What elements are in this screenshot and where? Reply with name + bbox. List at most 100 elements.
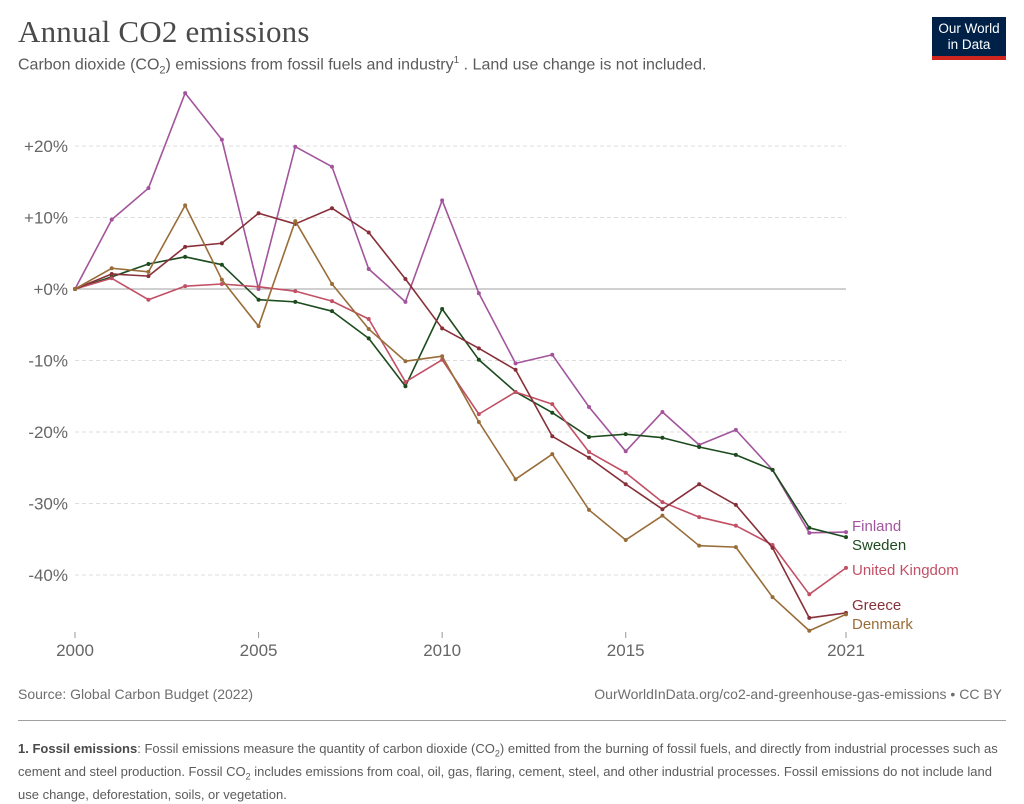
data-point[interactable] [550,402,555,407]
data-point[interactable] [366,266,371,271]
data-point[interactable] [587,507,591,512]
data-point[interactable] [550,434,555,439]
data-point[interactable] [770,545,775,550]
legend-label-sweden[interactable]: Sweden [852,537,906,554]
data-point[interactable] [146,297,151,302]
series-line[interactable] [74,277,847,596]
data-point[interactable] [330,281,334,286]
data-point[interactable] [733,545,738,550]
data-point[interactable] [807,628,812,633]
legend-label-denmark[interactable]: Denmark [852,616,913,633]
data-point[interactable] [807,530,812,535]
data-point[interactable] [440,354,445,359]
data-point[interactable] [844,612,848,617]
legend-label-greece[interactable]: Greece [852,597,901,614]
data-point[interactable] [733,502,738,507]
data-point[interactable] [109,217,114,222]
series-line[interactable] [74,207,847,619]
data-point[interactable] [587,450,591,455]
data-point[interactable] [697,482,702,487]
data-point[interactable] [770,595,775,600]
data-point[interactable] [293,289,298,294]
data-point[interactable] [587,435,591,440]
data-point[interactable] [403,379,408,384]
data-point[interactable] [403,359,408,364]
data-point[interactable] [807,615,812,620]
data-point[interactable] [807,592,812,597]
data-point[interactable] [513,367,518,372]
series-united-kingdom[interactable] [73,276,848,597]
data-point[interactable] [366,336,371,341]
data-point[interactable] [403,384,408,389]
footnote-ref[interactable]: 1 [453,55,460,66]
data-point[interactable] [476,412,481,417]
data-point[interactable] [219,262,224,267]
data-point[interactable] [219,281,224,286]
series-line[interactable] [74,256,847,538]
source-url-link[interactable]: OurWorldInData.org/co2-and-greenhouse-ga… [594,686,1002,702]
data-point[interactable] [403,299,408,304]
data-point[interactable] [623,470,628,475]
data-point[interactable] [146,261,151,266]
data-point[interactable] [733,523,738,528]
data-point[interactable] [256,297,261,302]
data-point[interactable] [440,307,445,312]
series-denmark[interactable] [73,203,848,633]
data-point[interactable] [183,203,188,208]
data-point[interactable] [403,276,408,281]
data-point[interactable] [146,274,151,279]
data-point[interactable] [73,287,77,291]
data-point[interactable] [550,410,555,415]
data-point[interactable] [366,327,371,332]
data-point[interactable] [330,206,334,211]
data-point[interactable] [513,477,518,482]
data-point[interactable] [476,419,481,424]
data-point[interactable] [550,452,555,457]
data-point[interactable] [550,352,555,357]
data-point[interactable] [733,452,738,457]
series-greece[interactable] [73,206,848,620]
owid-logo[interactable]: Our World in Data [932,17,1006,60]
data-point[interactable] [733,427,738,432]
data-point[interactable] [623,449,628,454]
data-point[interactable] [293,144,298,149]
data-point[interactable] [293,219,298,224]
data-point[interactable] [844,565,848,570]
data-point[interactable] [660,435,665,440]
data-point[interactable] [476,357,481,362]
data-point[interactable] [330,164,334,169]
data-point[interactable] [109,276,114,281]
data-point[interactable] [366,317,371,322]
data-point[interactable] [623,482,628,487]
data-point[interactable] [697,515,702,520]
data-point[interactable] [330,299,334,304]
data-point[interactable] [146,186,151,191]
legend-label-finland[interactable]: Finland [852,518,901,535]
data-point[interactable] [587,404,591,409]
legend-label-united-kingdom[interactable]: United Kingdom [852,562,959,579]
data-point[interactable] [476,346,481,351]
data-point[interactable] [623,537,628,542]
series-line[interactable] [74,92,847,534]
data-point[interactable] [476,291,481,296]
data-point[interactable] [440,198,445,203]
series-sweden[interactable] [73,254,848,540]
data-point[interactable] [513,389,518,394]
data-point[interactable] [623,432,628,437]
data-point[interactable] [770,467,775,472]
data-point[interactable] [109,271,114,276]
data-point[interactable] [256,324,261,329]
data-point[interactable] [256,211,261,216]
data-point[interactable] [807,525,812,530]
data-point[interactable] [440,326,445,331]
data-point[interactable] [660,409,665,414]
data-point[interactable] [660,507,665,512]
data-point[interactable] [219,241,224,246]
data-point[interactable] [330,309,334,314]
data-point[interactable] [513,361,518,366]
data-point[interactable] [844,535,848,540]
data-point[interactable] [587,455,591,460]
data-point[interactable] [256,284,261,289]
series-finland[interactable] [73,91,848,535]
data-point[interactable] [183,91,188,96]
